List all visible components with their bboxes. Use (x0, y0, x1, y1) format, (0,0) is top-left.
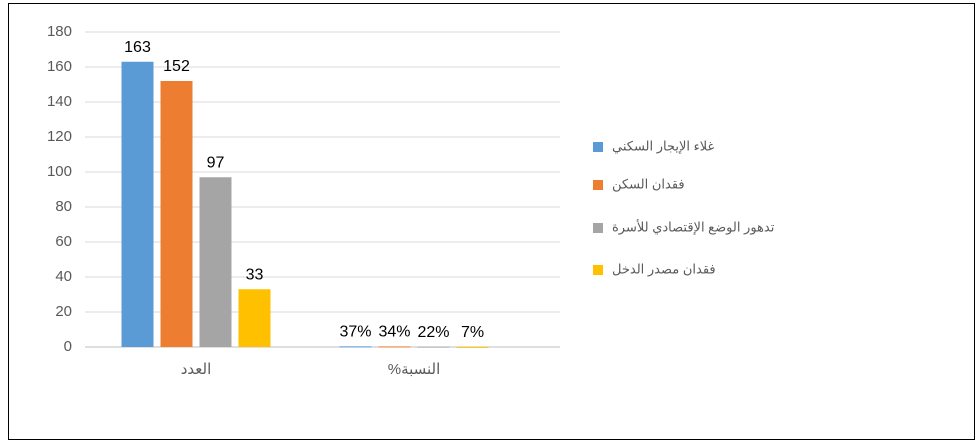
data-label: 34% (378, 324, 410, 341)
legend-swatch (593, 142, 603, 152)
x-tick-label: %النسبة (388, 361, 441, 378)
bar (417, 346, 450, 348)
legend-label: فقدان السكن (612, 176, 685, 192)
y-tick-label: 0 (64, 338, 72, 355)
legend-label: تدهور الوضع الإقتصادي للأسرة (612, 218, 775, 235)
bar (160, 81, 193, 347)
bar (199, 177, 232, 347)
legend-swatch (593, 223, 603, 233)
x-tick-label: العدد (181, 361, 212, 378)
bar (339, 346, 372, 348)
y-tick-label: 140 (47, 93, 72, 110)
y-tick-label: 100 (47, 163, 72, 180)
data-label: 7% (461, 324, 484, 341)
y-tick-label: 120 (47, 128, 72, 145)
data-label: 97 (207, 154, 225, 171)
y-tick-label: 60 (55, 233, 72, 250)
legend-swatch (593, 265, 603, 275)
data-label: 37% (339, 324, 371, 341)
bar (121, 61, 154, 347)
y-tick-label: 20 (55, 303, 72, 320)
data-label: 22% (417, 324, 449, 341)
bar (238, 289, 271, 347)
legend-label: غلاء الإيجار السكني (612, 138, 714, 154)
y-tick-label: 40 (55, 268, 72, 285)
bar (378, 346, 411, 348)
y-tick-label: 160 (47, 58, 72, 75)
bar (456, 346, 489, 348)
y-tick-label: 80 (55, 198, 72, 215)
legend-label: فقدان مصدر الدخل (612, 261, 716, 277)
data-label: 33 (246, 266, 264, 283)
y-tick-label: 180 (47, 23, 72, 40)
data-label: 152 (163, 58, 190, 75)
data-label: 163 (124, 39, 151, 56)
legend-swatch (593, 180, 603, 190)
